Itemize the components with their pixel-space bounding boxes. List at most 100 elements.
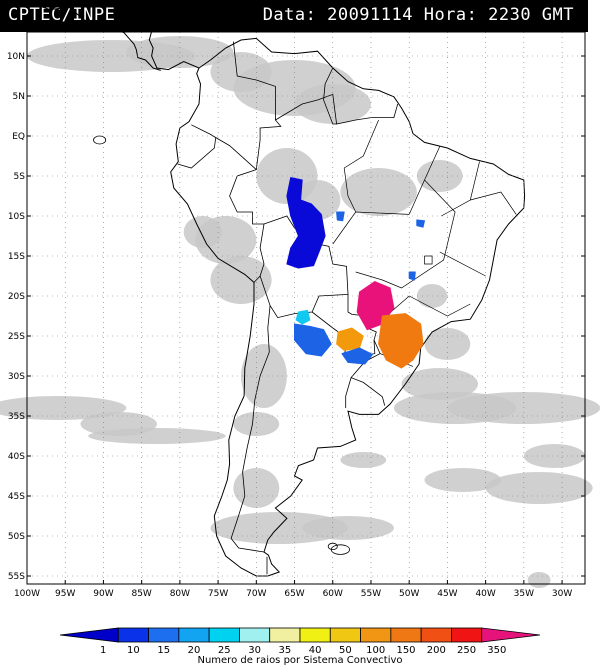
legend-swatch	[420, 627, 452, 643]
legend-swatch	[481, 627, 541, 643]
state-border	[424, 255, 433, 265]
storm-system-amazon-west	[286, 177, 326, 269]
lon-label: 70W	[246, 589, 266, 599]
header-bar: CPTEC/INPE Data: 20091114 Hora: 2230 GMT	[0, 0, 588, 32]
storm-system-goias	[408, 271, 416, 281]
island-outline	[327, 542, 338, 551]
lat-label: 50S	[8, 532, 25, 542]
axis-ticks: 10N 5N EQ 5S 10S 15S 20S 25S 30S 35S 40S 45S 50S 55S 1…	[7, 52, 585, 599]
legend-swatch	[360, 627, 392, 643]
cloud-patch	[416, 160, 463, 192]
cloud-patch	[210, 512, 349, 544]
country-border	[275, 93, 399, 125]
state-border	[343, 119, 379, 213]
legend-swatch	[329, 627, 361, 643]
lat-label: 10N	[7, 52, 25, 62]
lon-label: 95W	[55, 589, 75, 599]
legend-label: 35	[278, 645, 291, 656]
lat-label: 30S	[8, 372, 25, 382]
country-border	[230, 305, 271, 553]
legend-label: 200	[427, 645, 446, 656]
cloud-patch	[485, 472, 593, 504]
source-label: CPTEC/INPE	[8, 5, 116, 25]
color-legend: 1 10 15 20 25 30 35 40 50 100 150 200 250 350	[59, 627, 541, 656]
lat-label: 40S	[8, 452, 25, 462]
legend-label: 350	[487, 645, 506, 656]
legend-label: 15	[157, 645, 170, 656]
cloud-patch	[523, 444, 586, 468]
legend-title: Numero de raios por Sistema Convectivo	[197, 655, 403, 666]
legend-swatch	[117, 627, 149, 643]
cloud-patch	[424, 328, 471, 360]
convective-systems	[286, 177, 425, 369]
legend-swatch	[451, 627, 483, 643]
lon-label: 55W	[361, 589, 381, 599]
lon-label: 35W	[514, 589, 534, 599]
cloud-patch	[527, 572, 551, 588]
legend-label: 40	[309, 645, 322, 656]
legend-label: 100	[366, 645, 385, 656]
lat-label: 55S	[8, 572, 25, 582]
legend-label: 25	[218, 645, 231, 656]
lat-label: 20S	[8, 292, 25, 302]
central-america-coast	[118, 0, 200, 71]
lon-label: 30W	[552, 589, 572, 599]
lon-label: 60W	[323, 589, 343, 599]
map-frame	[26, 31, 586, 585]
storm-system-parana-west	[336, 327, 364, 351]
legend-label: 50	[339, 645, 352, 656]
cloud-patch	[340, 452, 387, 468]
legend-swatch	[59, 627, 119, 643]
lon-label: 40W	[475, 589, 495, 599]
central-america-pacific-coast	[26, 1, 161, 71]
lon-label: 45W	[437, 589, 457, 599]
island-outline	[93, 135, 107, 145]
cloud-patch	[401, 368, 478, 400]
legend-swatch	[208, 627, 240, 643]
lat-label: 15S	[8, 252, 25, 262]
lon-label: 75W	[208, 589, 228, 599]
cloud-patch	[210, 256, 272, 304]
cloud-patch	[294, 84, 371, 124]
legend-swatch	[239, 627, 271, 643]
legend-swatch	[269, 627, 301, 643]
lon-label: 80W	[170, 589, 190, 599]
storm-system-parana-east	[378, 313, 424, 369]
legend-label: 20	[188, 645, 201, 656]
state-border	[470, 191, 517, 215]
lon-label: 85W	[131, 589, 151, 599]
date-time-label: Data: 20091114 Hora: 2230 GMT	[262, 5, 574, 25]
lon-label: 65W	[284, 589, 304, 599]
cloud-patch	[88, 428, 226, 444]
legend-swatch	[390, 627, 422, 643]
country-border	[345, 377, 352, 408]
cloud-patch	[340, 168, 417, 216]
storm-system-bolivia-south	[294, 323, 332, 357]
legend-swatch	[299, 627, 331, 643]
legend-label: 10	[127, 645, 140, 656]
storm-system-mato-grosso	[336, 211, 345, 222]
legend-swatch	[148, 627, 180, 643]
cloud-patch	[424, 468, 501, 492]
lat-label: 45S	[8, 492, 25, 502]
cloud-patch	[233, 412, 280, 436]
legend-label: 1	[100, 645, 106, 656]
lat-label: 5N	[13, 92, 25, 102]
state-border	[439, 251, 486, 277]
legend-label: 30	[248, 645, 261, 656]
legend-label: 150	[396, 645, 415, 656]
storm-system-bahia	[416, 219, 425, 228]
lat-label: 10S	[8, 212, 25, 222]
lat-label: 25S	[8, 332, 25, 342]
lat-label: 5S	[14, 172, 26, 182]
lat-lon-grid	[26, 32, 585, 584]
storm-system-misiones	[341, 347, 373, 365]
storm-system-chaco-small	[295, 309, 311, 325]
legend-swatch	[178, 627, 210, 643]
country-border	[215, 137, 265, 283]
lon-label: 100W	[14, 589, 40, 599]
state-border	[355, 179, 456, 289]
cloud-patch	[0, 396, 127, 420]
cloud-patch	[302, 516, 394, 540]
